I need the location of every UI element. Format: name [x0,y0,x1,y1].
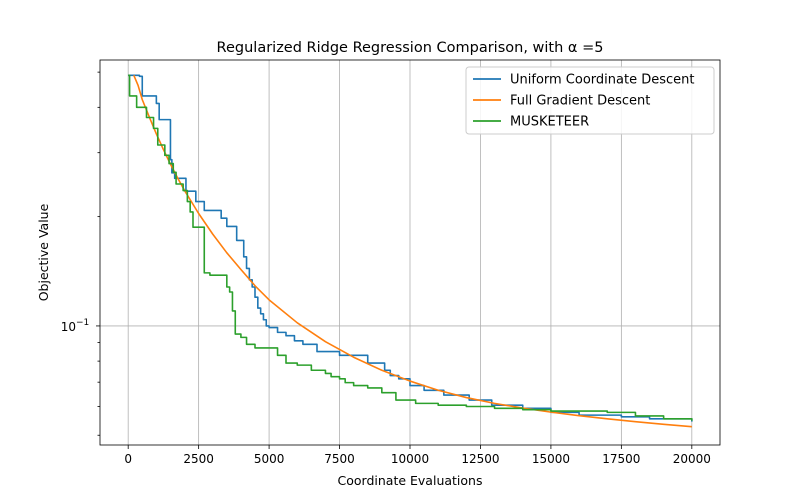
y-tick-label-base: 10 [61,320,76,334]
y-tick-label-exponent: −1 [76,318,89,328]
legend: Uniform Coordinate Descent Full Gradient … [465,66,715,135]
y-axis-label: Objective Value [36,203,51,301]
legend-label-musketeer: MUSKETEER [510,115,589,130]
x-tick-label: 15000 [532,452,570,466]
x-tick-label: 7500 [324,452,355,466]
x-tick-label: 0 [124,452,132,466]
x-tick-label: 10000 [391,452,429,466]
chart-title: Regularized Ridge Regression Comparison,… [217,40,604,56]
x-tick-label: 2500 [183,452,214,466]
x-tick-label: 17500 [602,452,640,466]
x-tick-label: 20000 [673,452,711,466]
x-tick-label: 12500 [461,452,499,466]
y-tick-label: 10 −1 [61,318,90,334]
legend-label-full-gradient-descent: Full Gradient Descent [510,94,650,109]
axis-ticks: 0 2500 5000 7500 10000 12500 15000 17500 20000 10… [61,71,711,466]
legend-label-uniform-coordinate-descent: Uniform Coordinate Descent [510,73,694,88]
series-line-full-gradient-descent [133,75,692,428]
legend-box [465,66,715,135]
series-layer [128,74,693,428]
x-axis-label: Coordinate Evaluations [338,473,483,488]
x-tick-label: 5000 [254,452,285,466]
series-line-musketeer [128,74,693,421]
